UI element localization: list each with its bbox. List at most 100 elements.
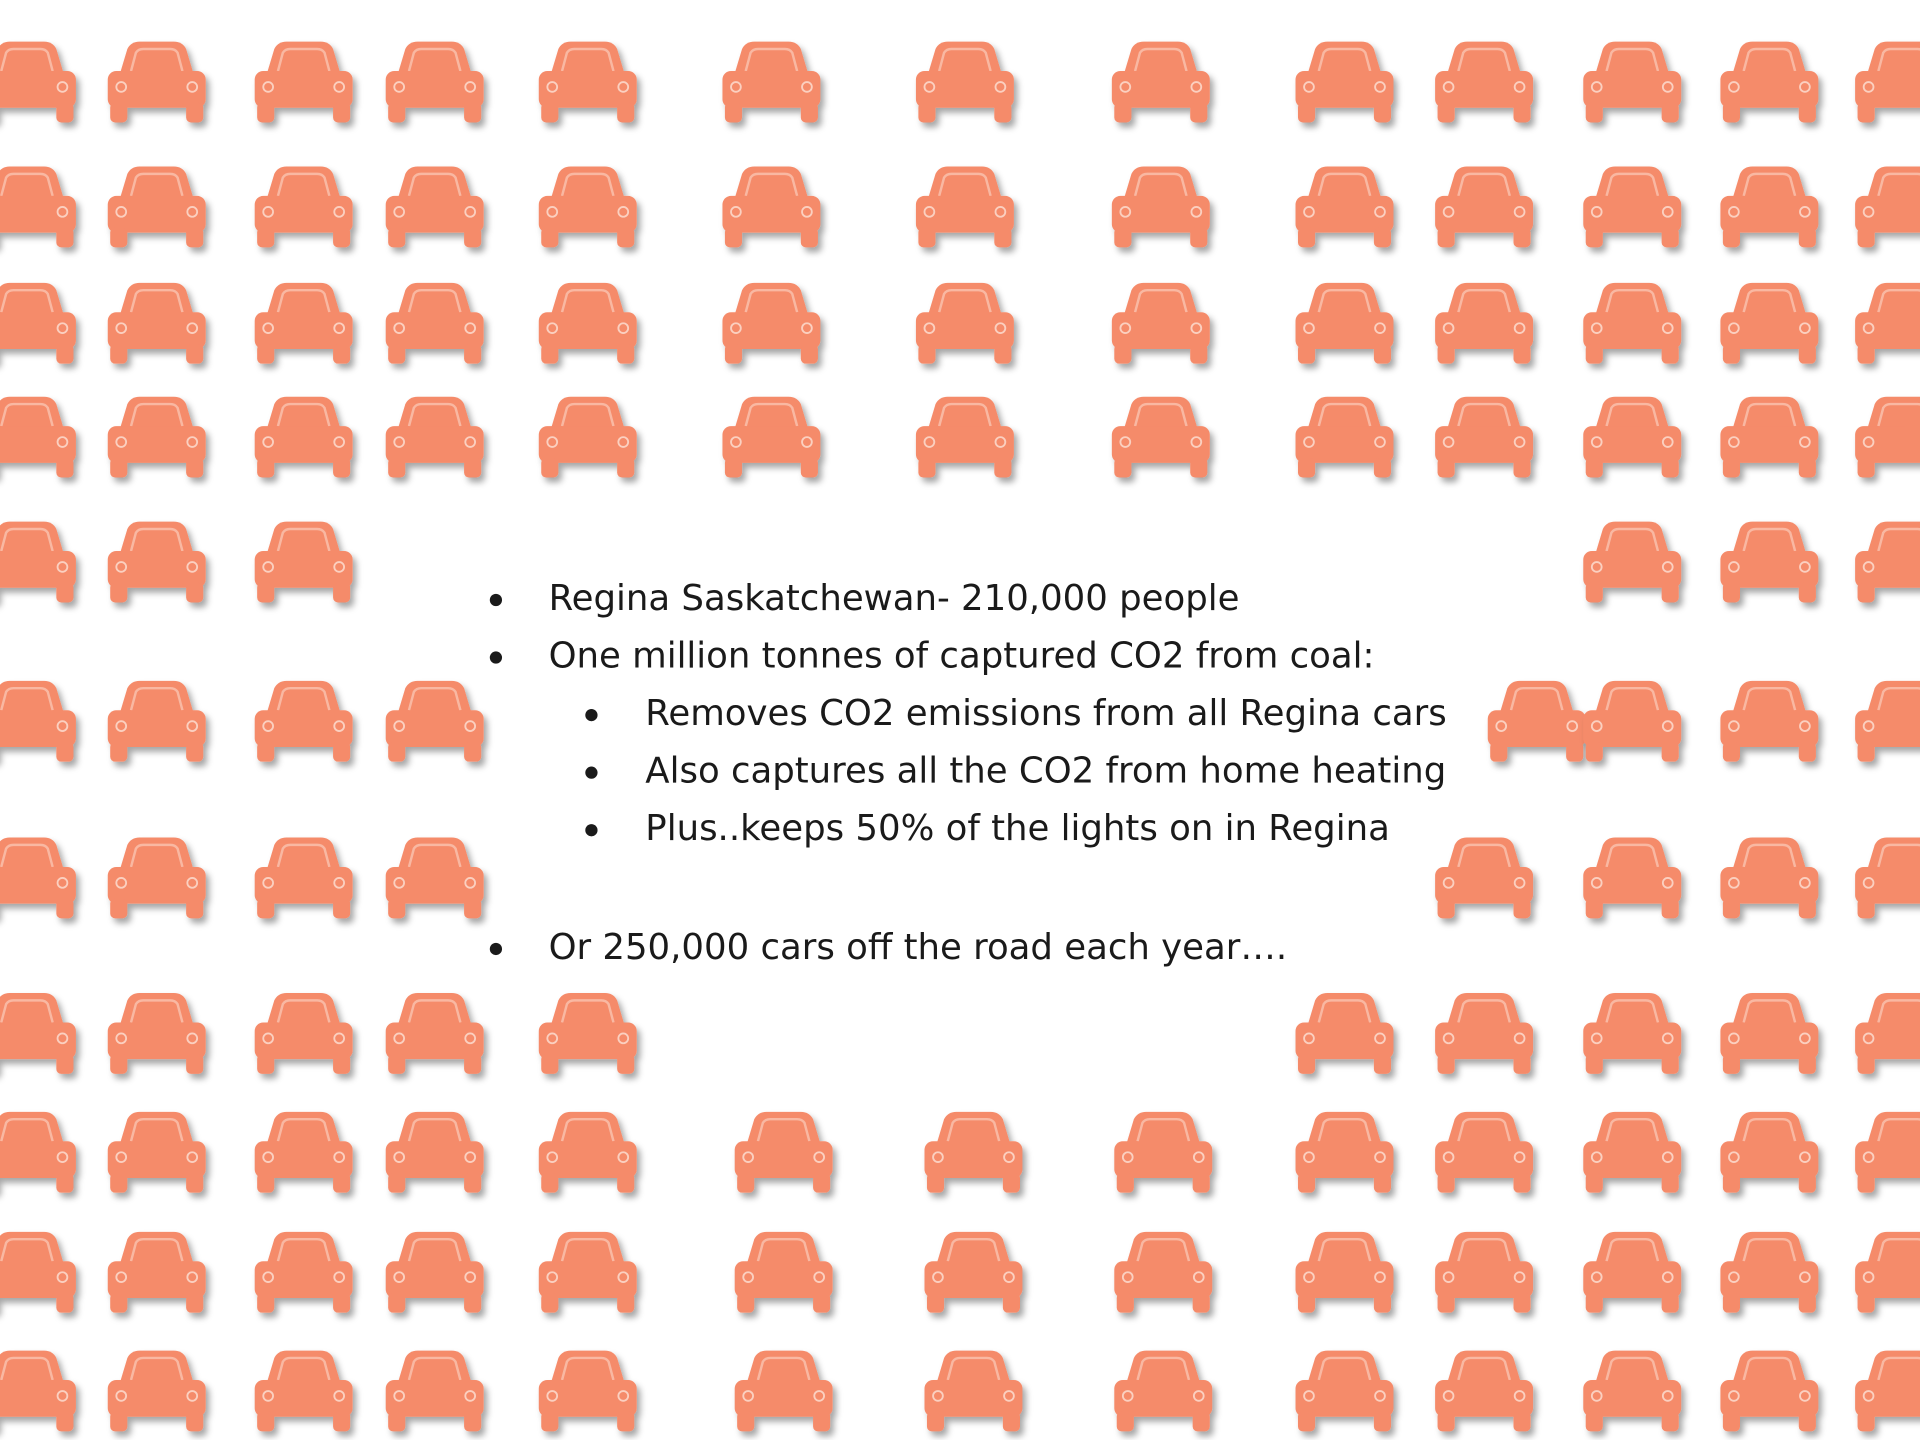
car-icon <box>384 395 485 479</box>
car-icon <box>384 836 485 920</box>
car-icon <box>1719 520 1820 604</box>
car-icon <box>384 1349 485 1433</box>
car-icon <box>1582 1110 1683 1194</box>
car-icon <box>914 40 1016 124</box>
car-icon <box>914 281 1016 365</box>
car-icon <box>253 1349 354 1433</box>
car-icon <box>1582 836 1683 920</box>
car-icon <box>1719 40 1820 124</box>
car-icon <box>0 281 78 365</box>
car-icon <box>1582 165 1683 249</box>
car-icon <box>1433 281 1535 365</box>
bullet-list: Regina Saskatchewan- 210,000 people One m… <box>489 578 1447 968</box>
car-icon <box>1719 1110 1820 1194</box>
car-icon <box>0 165 78 249</box>
car-icon <box>537 165 638 249</box>
car-icon <box>106 520 207 604</box>
car-icon <box>923 1110 1024 1194</box>
car-icon <box>537 40 638 124</box>
car-icon <box>537 1110 638 1194</box>
car-icon <box>1294 281 1395 365</box>
car-icon <box>1110 395 1212 479</box>
car-icon <box>1486 679 1587 763</box>
car-icon <box>253 520 354 604</box>
bullet-dot <box>489 651 503 664</box>
car-icon <box>721 395 822 479</box>
car-icon <box>1853 1110 1920 1194</box>
car-icon <box>1853 520 1920 604</box>
car-icon <box>1582 991 1683 1076</box>
car-icon <box>1433 836 1535 920</box>
car-icon <box>1853 679 1920 763</box>
car-icon <box>733 1349 834 1433</box>
car-icon <box>253 40 354 124</box>
car-icon <box>1110 40 1212 124</box>
bullet-dot <box>585 824 598 837</box>
car-icon <box>0 395 78 479</box>
car-icon <box>1582 395 1683 479</box>
car-icon <box>1582 520 1683 604</box>
car-icon <box>1582 679 1683 763</box>
car-icon <box>0 520 78 604</box>
car-icon <box>253 836 354 920</box>
car-icon <box>537 991 638 1076</box>
car-icon <box>1719 395 1820 479</box>
bullet-text: Also captures all the CO2 from home heat… <box>645 751 1446 792</box>
car-icon <box>0 1230 78 1314</box>
car-icon <box>1433 1349 1535 1433</box>
car-icon <box>384 991 485 1076</box>
car-icon <box>1294 1230 1395 1314</box>
car-icon <box>1110 165 1212 249</box>
car-icon <box>1294 1110 1395 1194</box>
bullet-dot <box>585 708 598 722</box>
car-icon <box>1113 1349 1214 1433</box>
car-icon <box>1294 1349 1395 1433</box>
car-icon <box>1582 1230 1683 1314</box>
car-icon <box>106 395 207 479</box>
car-icon <box>923 1230 1024 1314</box>
car-icon <box>1719 1349 1820 1433</box>
car-icon <box>537 1349 638 1433</box>
car-icon <box>1853 1230 1920 1314</box>
bullet-dot <box>489 942 503 956</box>
car-icon <box>384 281 485 365</box>
car-icon <box>1853 281 1920 365</box>
car-icon <box>1433 991 1535 1076</box>
car-icon <box>1110 281 1212 365</box>
car-icon <box>0 1110 78 1194</box>
car-icon <box>1294 40 1395 124</box>
car-icon <box>733 1110 834 1194</box>
car-icon <box>384 679 485 763</box>
car-icon <box>1853 1349 1920 1433</box>
bullet-text: One million tonnes of captured CO2 from … <box>549 636 1375 677</box>
bullet-text: Removes CO2 emissions from all Regina ca… <box>645 693 1446 734</box>
car-icon <box>1433 165 1535 249</box>
car-icon <box>1719 679 1820 763</box>
bullet-dot <box>489 593 503 607</box>
car-icon <box>384 165 485 249</box>
car-icon <box>106 836 207 920</box>
car-icon <box>1719 1230 1820 1314</box>
car-icon <box>1582 1349 1683 1433</box>
car-icon <box>0 1349 78 1433</box>
car-icon <box>1433 1110 1535 1194</box>
car-icon <box>721 281 822 365</box>
bullet-dot <box>585 766 598 779</box>
car-icon <box>253 395 354 479</box>
car-icon <box>1582 281 1683 365</box>
car-icon <box>1113 1110 1214 1194</box>
car-icon <box>1433 40 1535 124</box>
car-icon <box>253 165 354 249</box>
bullet-text: Regina Saskatchewan- 210,000 people <box>549 578 1240 619</box>
car-icon <box>1113 1230 1214 1314</box>
car-icon <box>537 395 638 479</box>
car-icon <box>106 991 207 1076</box>
car-icon <box>106 1110 207 1194</box>
car-icon <box>914 395 1016 479</box>
car-icon <box>0 40 78 124</box>
car-icon <box>1853 165 1920 249</box>
car-icon <box>106 40 207 124</box>
car-icon <box>253 1230 354 1314</box>
car-icon <box>1433 1230 1535 1314</box>
